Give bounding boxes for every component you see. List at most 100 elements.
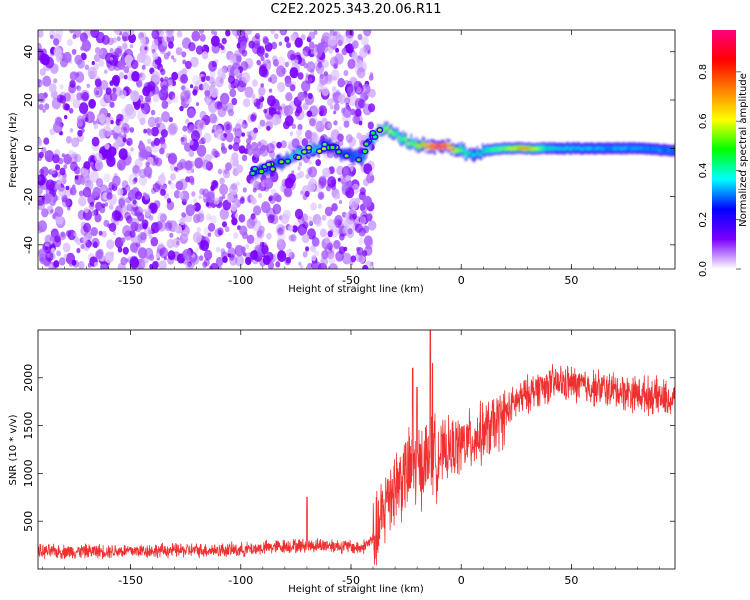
signal-core <box>546 148 549 150</box>
noise-blob <box>170 173 176 181</box>
noise-blob <box>69 71 78 81</box>
signal-core <box>399 137 402 140</box>
noise-blob <box>308 220 314 226</box>
noise-blob <box>190 181 194 186</box>
noise-blob <box>290 234 297 242</box>
noise-blob <box>139 72 144 77</box>
noise-blob <box>350 171 355 178</box>
noise-blob <box>299 264 304 269</box>
noise-blob <box>160 129 168 138</box>
noise-blob <box>335 193 341 200</box>
noise-blob <box>94 213 102 223</box>
noise-blob <box>236 80 246 93</box>
noise-blob <box>69 153 78 165</box>
noise-blob <box>126 107 137 120</box>
signal-core <box>668 149 670 152</box>
noise-blob <box>338 200 343 204</box>
noise-blob <box>315 218 322 227</box>
noise-blob <box>289 84 296 92</box>
noise-blob <box>227 247 236 258</box>
noise-blob <box>50 167 56 175</box>
noise-blob <box>324 236 331 244</box>
signal-core <box>671 149 673 152</box>
noise-blob <box>143 128 148 134</box>
signal-core <box>442 145 444 148</box>
signal-core <box>511 148 513 150</box>
noise-blob <box>101 35 110 45</box>
signal-clump-core <box>377 128 382 132</box>
noise-blob <box>328 263 338 269</box>
noise-blob <box>267 77 272 83</box>
noise-blob <box>92 186 101 197</box>
noise-blob <box>103 173 111 182</box>
noise-blob <box>149 234 153 240</box>
noise-blob <box>335 47 340 53</box>
colorbar-label: Normalized spectral amplitude <box>738 73 749 227</box>
noise-blob <box>74 153 82 163</box>
noise-blob <box>250 197 257 205</box>
noise-blob <box>81 168 89 178</box>
signal-core <box>559 147 562 150</box>
signal-core <box>579 148 582 150</box>
noise-blob <box>350 255 357 263</box>
noise-blob <box>239 32 249 44</box>
noise-blob <box>214 125 223 136</box>
noise-blob <box>356 86 362 94</box>
noise-blob <box>43 137 50 145</box>
noise-blob <box>100 264 107 269</box>
noise-blob <box>261 201 271 214</box>
noise-blob <box>286 248 293 257</box>
noise-blob <box>225 30 231 37</box>
noise-blob <box>231 30 241 37</box>
noise-blob <box>262 35 269 44</box>
noise-blob <box>112 175 121 187</box>
noise-blob <box>289 67 299 79</box>
noise-blob <box>318 175 327 187</box>
noise-blob <box>56 250 61 257</box>
signal-core <box>620 148 623 150</box>
noise-blob <box>299 190 304 196</box>
noise-blob <box>358 237 365 245</box>
signal-core <box>396 131 398 134</box>
noise-blob <box>116 159 126 171</box>
noise-blob <box>38 225 43 234</box>
noise-blob <box>262 63 267 69</box>
noise-blob <box>314 182 322 193</box>
noise-blob <box>220 248 226 254</box>
noise-blob <box>294 52 302 60</box>
noise-blob <box>167 250 176 261</box>
noise-blob <box>166 30 173 35</box>
snr-y-tick-label: 1000 <box>22 459 35 487</box>
noise-blob <box>302 102 309 111</box>
noise-blob <box>77 209 86 220</box>
noise-blob <box>143 146 152 157</box>
noise-blob <box>271 114 281 126</box>
signal-core <box>452 146 455 149</box>
noise-blob <box>234 255 245 267</box>
noise-blob <box>38 30 44 38</box>
noise-blob <box>90 30 100 38</box>
signal-core <box>435 144 438 147</box>
noise-blob <box>38 151 44 159</box>
noise-blob <box>267 214 275 224</box>
signal-core <box>451 148 454 151</box>
noise-blob <box>174 166 178 172</box>
noise-blob <box>311 255 317 262</box>
signal-core <box>319 145 321 147</box>
noise-blob <box>160 188 166 196</box>
noise-blob <box>272 192 280 201</box>
signal-core <box>550 148 553 150</box>
noise-blob <box>277 82 286 93</box>
signal-core <box>640 147 643 150</box>
noise-blob <box>301 80 311 92</box>
noise-blob <box>121 31 130 42</box>
noise-blob <box>251 93 256 99</box>
noise-blob <box>254 32 261 40</box>
noise-blob <box>270 140 277 149</box>
signal-core <box>544 147 546 150</box>
noise-blob <box>184 262 192 269</box>
noise-blob <box>327 122 332 129</box>
noise-blob <box>165 220 173 229</box>
noise-blob <box>205 98 212 106</box>
noise-blob <box>190 56 199 68</box>
